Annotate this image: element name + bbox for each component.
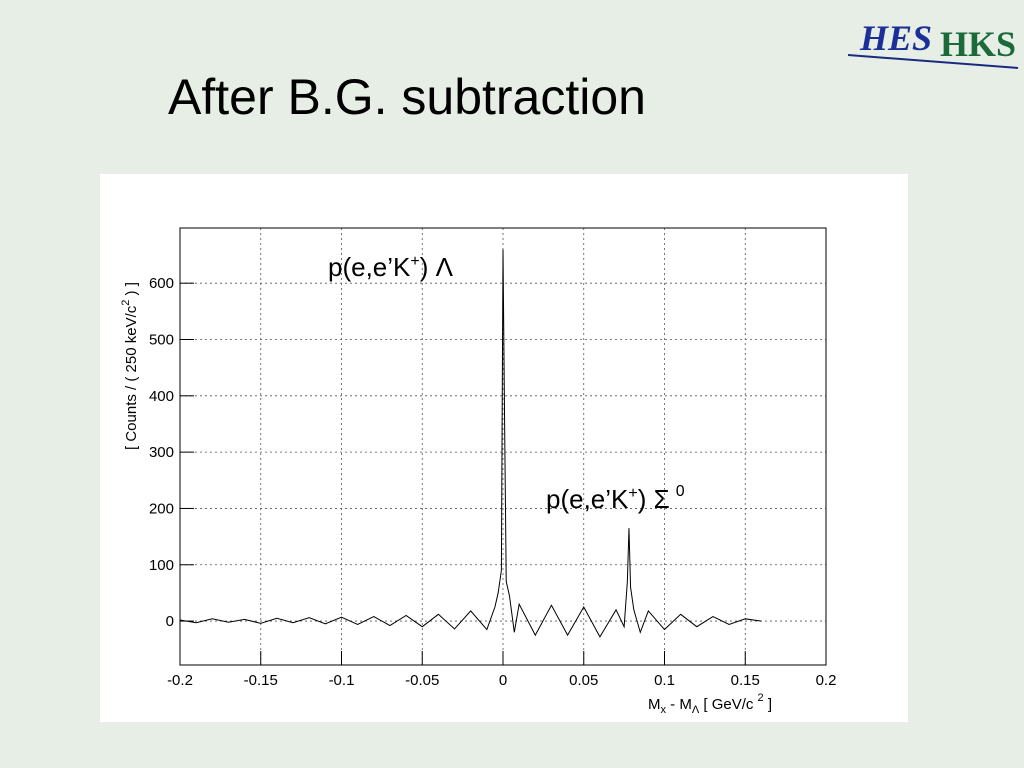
x-tick-label: 0.15 — [731, 672, 760, 689]
y-tick-label: 300 — [149, 444, 174, 461]
annotation-part: ) Σ — [638, 484, 670, 514]
logo-part: S — [912, 18, 932, 58]
annotation-part: ) Λ — [420, 252, 454, 282]
x-label-part: [ GeV/c — [699, 696, 757, 713]
x-tick-label: 0.1 — [654, 672, 675, 689]
y-label-part: ) ] — [123, 282, 140, 300]
annotation-part: + — [628, 485, 637, 502]
logo-text: HES — [859, 18, 932, 58]
y-label-part: [ Counts / ( 250 keV/c — [123, 305, 140, 450]
x-tick-label: -0.2 — [167, 672, 193, 689]
x-tick-label: 0.05 — [569, 672, 598, 689]
plot-panel — [100, 174, 908, 722]
x-label-part: ] — [764, 696, 772, 713]
data-line — [179, 249, 762, 638]
y-tick-label: 600 — [149, 275, 174, 292]
annotation-part: + — [410, 253, 419, 270]
y-tick-label: 0 — [166, 613, 174, 630]
x-label-part: 2 — [758, 692, 764, 704]
logo-text: HKS — [940, 24, 1016, 64]
x-tick-label: 0.2 — [816, 672, 837, 689]
x-label-part: x — [661, 704, 667, 716]
logo: HES HKS — [847, 18, 1019, 69]
y-axis-label: [ Counts / ( 250 keV/c2 ) ] — [120, 282, 140, 450]
x-label-part: M — [648, 696, 661, 713]
x-tick-label: -0.05 — [405, 672, 439, 689]
slide-title: After B.G. subtraction — [168, 69, 646, 125]
x-tick-label: 0 — [499, 672, 507, 689]
annotation: p(e,e’K+) Λ — [328, 252, 454, 282]
y-label-part: 2 — [120, 300, 132, 306]
y-tick-label: 200 — [149, 500, 174, 517]
annotation: p(e,e’K+) Σ 0 — [546, 483, 685, 514]
logo-arrow — [847, 54, 1019, 69]
x-label-part: Λ — [692, 704, 700, 716]
annotation-part: p(e,e’K — [328, 252, 411, 282]
y-tick-label: 100 — [149, 557, 174, 574]
plot: 0 100 200 300 400 500 600 -0.2 -0.15 -0.1 -0.05 0 0.… — [149, 227, 837, 689]
logo-part: HE — [859, 18, 912, 58]
plot-frame — [179, 227, 827, 666]
x-tick-label: -0.15 — [244, 672, 278, 689]
annotation-part: 0 — [676, 483, 685, 500]
annotation-part: p(e,e’K — [546, 484, 629, 514]
x-axis-label: Mx - MΛ [ GeV/c 2 ] — [648, 692, 772, 716]
x-tick-label: -0.1 — [329, 672, 355, 689]
y-tick-label: 400 — [149, 388, 174, 405]
x-label-part: - M — [666, 696, 692, 713]
y-tick-label: 500 — [149, 332, 174, 349]
